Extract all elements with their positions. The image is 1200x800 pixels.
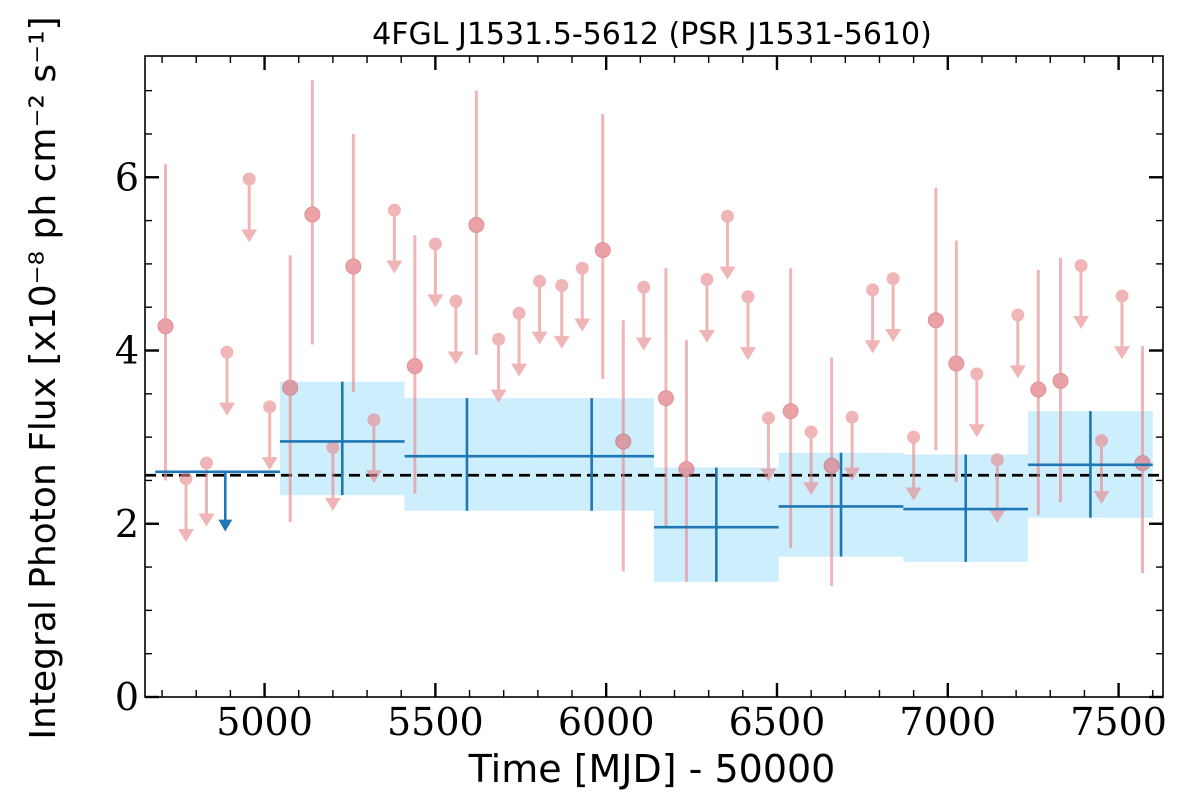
y-tick-label: 4 (115, 329, 139, 373)
short-bin-arrow-head (803, 482, 820, 496)
short-bin-point (720, 209, 734, 223)
short-bin-arrow-head (968, 424, 985, 438)
short-bin-arrow-head (553, 335, 570, 349)
short-bin-point (907, 430, 921, 444)
short-bin-point (199, 456, 213, 470)
y-tick-label: 2 (115, 502, 139, 546)
y-tick-label: 0 (115, 675, 139, 719)
short-bin-arrow-head (324, 497, 341, 511)
x-tick-label: 7500 (1070, 700, 1167, 744)
short-bin-point (406, 358, 423, 375)
short-bin-arrow-head (218, 402, 235, 416)
short-bin-arrow-head (989, 510, 1006, 524)
short-bin-point (492, 332, 506, 346)
short-bin-point (555, 279, 569, 293)
short-bin-arrow-head (719, 266, 736, 280)
short-bin-point (345, 258, 362, 275)
short-bin-point (512, 306, 526, 320)
short-bin-point (387, 203, 401, 217)
short-bin-point (263, 400, 277, 414)
short-bin-point (1115, 289, 1129, 303)
short-bin-arrow-head (885, 328, 902, 342)
short-bin-point (220, 345, 234, 359)
short-bin-point (282, 379, 299, 396)
short-bin-arrow-head (1114, 346, 1131, 360)
short-bin-point (594, 242, 611, 259)
short-bin-point (948, 355, 965, 372)
short-bin-point (367, 413, 381, 427)
short-bin-point (575, 261, 589, 275)
short-bin-arrow-head (490, 389, 507, 403)
short-bin-point (468, 216, 485, 233)
y-axis-label: Integral Photon Flux [x10⁻⁸ ph cm⁻² s⁻¹] (23, 16, 64, 739)
short-bin-arrow-head (1073, 315, 1090, 329)
short-bin-point (1052, 372, 1069, 389)
plot-area: 5000 5500 6000 6500 7000 7500 0 2 4 6 (115, 55, 1167, 744)
short-bin-point (449, 294, 463, 308)
short-bin-arrow-head (531, 331, 548, 345)
short-bin-point (741, 290, 755, 304)
short-bin-point (428, 237, 442, 251)
short-bin-arrow-head (177, 529, 194, 543)
short-bin-arrow-head (844, 467, 861, 481)
short-bin-point (1030, 381, 1047, 398)
short-bin-point (866, 283, 880, 297)
short-bin-point (990, 453, 1004, 467)
short-bin-point (1074, 259, 1088, 273)
x-tick-label: 6000 (558, 700, 655, 744)
short-bin-arrow-head (905, 487, 922, 501)
x-axis-label: Time [MJD] - 50000 (468, 747, 836, 791)
short-bin-point (179, 472, 193, 486)
short-bin-point (782, 403, 799, 420)
x-tick-label: 5500 (387, 700, 484, 744)
short-bin-point (927, 312, 944, 329)
short-bin-arrow-head (739, 347, 756, 361)
short-bin-arrow-head (1009, 365, 1026, 379)
short-bin-point (700, 272, 714, 286)
short-bin-arrow-head (447, 351, 464, 365)
short-bin-point (886, 272, 900, 286)
short-bin-arrow-head (261, 457, 278, 471)
short-bin-point (615, 433, 632, 450)
short-bin-arrow-head (698, 329, 715, 343)
short-bin-point (1011, 308, 1025, 322)
short-bin-point (678, 461, 695, 478)
short-bin-point (823, 457, 840, 474)
x-tick-label: 7000 (899, 700, 996, 744)
short-bin-arrow-head (198, 513, 215, 527)
short-bin-point (637, 280, 651, 294)
short-bin-arrow-head (760, 468, 777, 482)
y-tick-label: 6 (115, 155, 139, 199)
x-tick-label: 5000 (216, 700, 313, 744)
short-bin-point (157, 318, 174, 335)
short-bin-point (304, 206, 321, 223)
short-bin-arrow-head (427, 294, 444, 308)
short-bin-point (804, 425, 818, 439)
short-bin-point (326, 441, 340, 455)
long-bin-arrow-head (218, 519, 233, 532)
short-bin-arrow-head (241, 229, 258, 243)
short-bin-point (845, 410, 859, 424)
short-bin-point (657, 390, 674, 407)
short-bin-arrow-head (365, 470, 382, 484)
short-bin-point (761, 411, 775, 425)
short-bin-arrow-head (864, 340, 881, 354)
short-bin-arrow-head (635, 337, 652, 351)
short-bin-arrow-head (511, 363, 528, 377)
short-bins-series (157, 80, 1151, 587)
plot-frame (144, 55, 1164, 698)
short-bin-point (242, 172, 256, 186)
short-bin-point (1095, 434, 1109, 448)
chart-title: 4FGL J1531.5-5612 (PSR J1531-5610) (372, 17, 932, 52)
short-bin-point (1134, 455, 1151, 472)
short-bin-point (970, 367, 984, 381)
short-bin-arrow-head (386, 260, 403, 274)
short-bin-arrow-head (574, 318, 591, 332)
x-tick-label: 6500 (729, 700, 826, 744)
short-bin-arrow-head (1093, 490, 1110, 504)
short-bin-point (533, 274, 547, 288)
